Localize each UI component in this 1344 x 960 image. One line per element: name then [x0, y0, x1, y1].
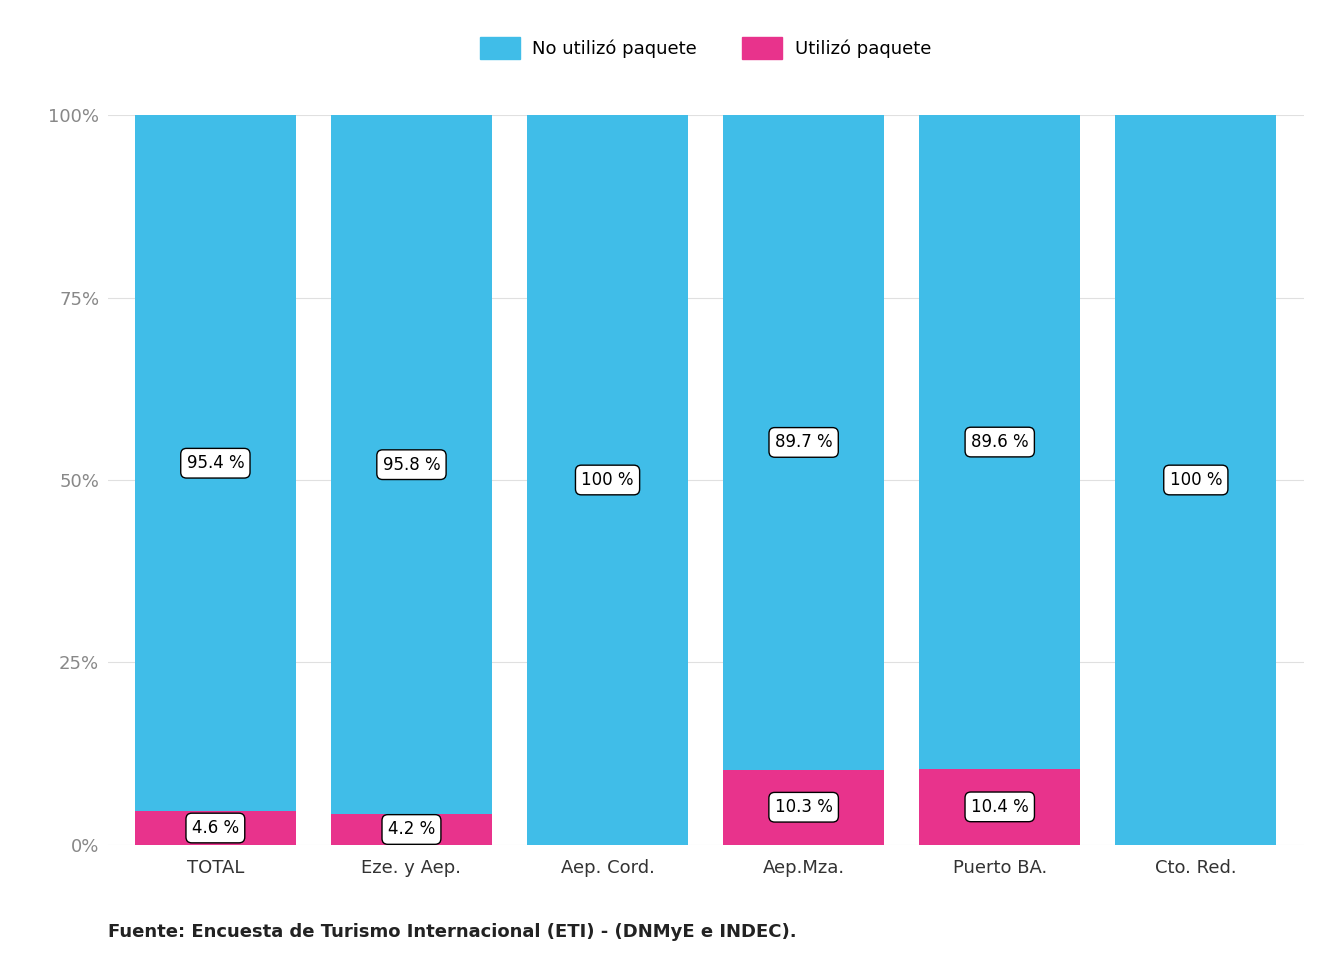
Legend: No utilizó paquete, Utilizó paquete: No utilizó paquete, Utilizó paquete	[473, 30, 938, 66]
Text: 95.4 %: 95.4 %	[187, 454, 245, 472]
Text: 89.7 %: 89.7 %	[775, 433, 832, 451]
Text: 4.2 %: 4.2 %	[388, 821, 435, 838]
Text: 95.8 %: 95.8 %	[383, 456, 441, 473]
Bar	[134, 115, 296, 811]
Bar	[134, 811, 296, 845]
Bar	[331, 115, 492, 814]
Text: Fuente: Encuesta de Turismo Internacional (ETI) - (DNMyE e INDEC).: Fuente: Encuesta de Turismo Internaciona…	[108, 923, 796, 941]
Bar	[919, 769, 1081, 845]
Bar	[723, 115, 884, 770]
Bar	[1116, 115, 1277, 845]
Text: 89.6 %: 89.6 %	[970, 433, 1028, 451]
Text: 10.4 %: 10.4 %	[970, 798, 1028, 816]
Text: 4.6 %: 4.6 %	[192, 819, 239, 837]
Text: 100 %: 100 %	[582, 471, 634, 489]
Text: 100 %: 100 %	[1169, 471, 1222, 489]
Text: 10.3 %: 10.3 %	[774, 798, 832, 816]
Bar	[331, 814, 492, 845]
Bar	[919, 115, 1081, 769]
Bar	[527, 115, 688, 845]
Bar	[723, 770, 884, 845]
